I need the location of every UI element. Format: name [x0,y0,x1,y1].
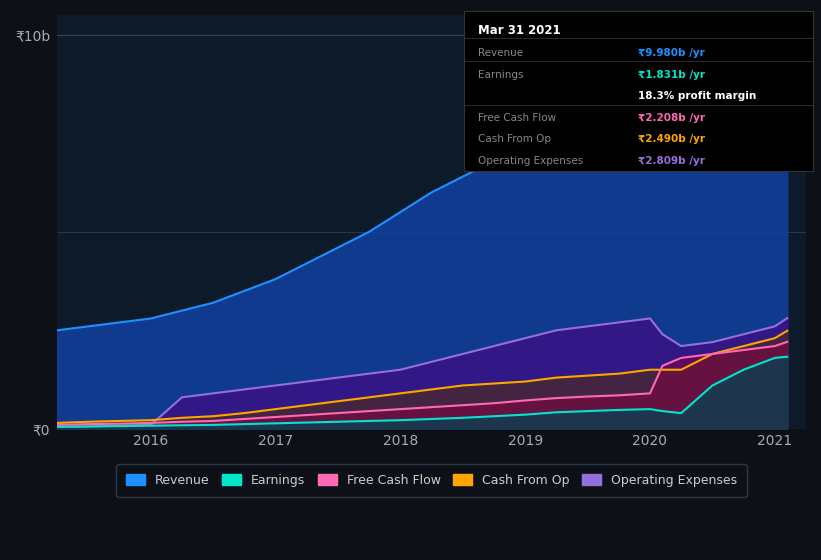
Text: Cash From Op: Cash From Op [478,134,551,144]
Text: Revenue: Revenue [478,48,523,58]
Text: ₹2.490b /yr: ₹2.490b /yr [639,134,705,144]
Text: Operating Expenses: Operating Expenses [478,156,583,166]
Text: ₹1.831b /yr: ₹1.831b /yr [639,70,705,80]
Text: Free Cash Flow: Free Cash Flow [478,113,556,123]
Text: Earnings: Earnings [478,70,523,80]
Text: Mar 31 2021: Mar 31 2021 [478,24,561,37]
Text: 18.3% profit margin: 18.3% profit margin [639,91,757,101]
Legend: Revenue, Earnings, Free Cash Flow, Cash From Op, Operating Expenses: Revenue, Earnings, Free Cash Flow, Cash … [117,464,747,497]
Text: ₹9.980b /yr: ₹9.980b /yr [639,48,705,58]
Text: ₹2.809b /yr: ₹2.809b /yr [639,156,705,166]
Text: ₹2.208b /yr: ₹2.208b /yr [639,113,705,123]
